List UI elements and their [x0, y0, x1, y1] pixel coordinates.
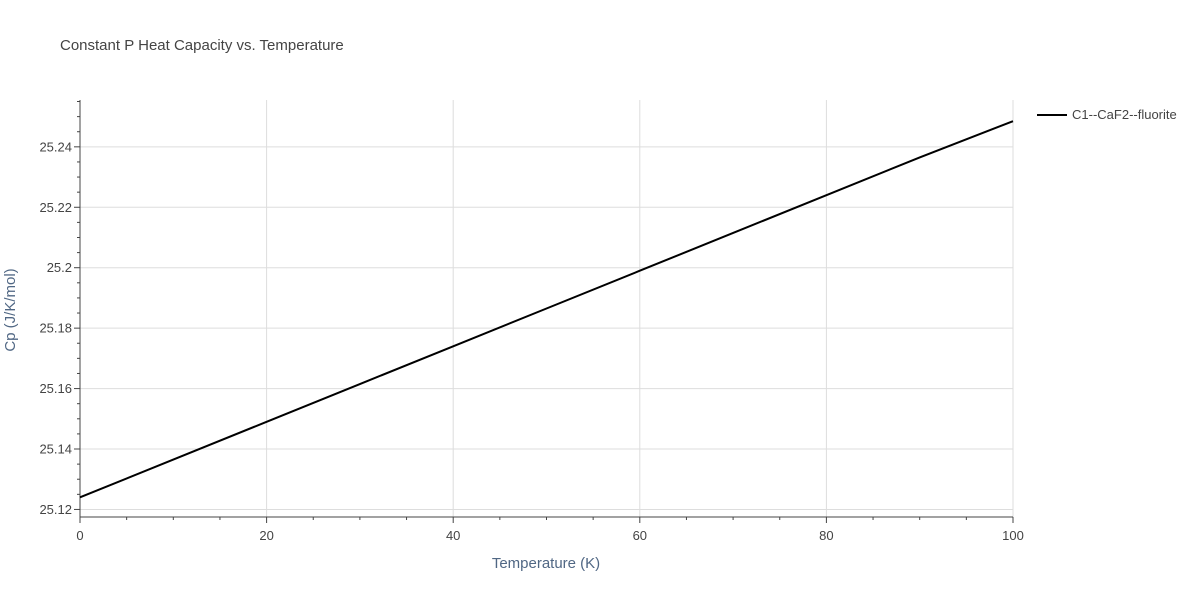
x-tick-label: 60	[633, 528, 647, 543]
y-tick-label: 25.18	[39, 321, 72, 336]
grid-lines	[80, 100, 1014, 517]
tick-labels: 0 20 40 60 80 100 25.12 25.14 25.16 25.18 25.2 25.2…	[39, 139, 1023, 543]
x-tick-label: 80	[819, 528, 833, 543]
y-axis-title: Cp (J/K/mol)	[2, 268, 19, 351]
y-tick-label: 25.24	[39, 139, 72, 154]
x-tick-label: 20	[259, 528, 273, 543]
x-tick-label: 100	[1002, 528, 1024, 543]
y-tick-label: 25.22	[39, 200, 72, 215]
y-tick-label: 25.12	[39, 502, 72, 517]
legend-label-c1-caf2-fluorite: C1--CaF2--fluorite	[1072, 107, 1177, 122]
legend[interactable]: C1--CaF2--fluorite	[1037, 107, 1177, 122]
series-lines	[79, 120, 1014, 499]
x-axis-title: Temperature (K)	[492, 555, 600, 572]
x-tick-label: 40	[446, 528, 460, 543]
y-tick-label: 25.16	[39, 381, 72, 396]
y-tick-label: 25.2	[47, 260, 72, 275]
axes	[74, 100, 1014, 523]
x-tick-label: 0	[76, 528, 83, 543]
chart-title: Constant P Heat Capacity vs. Temperature	[60, 37, 344, 54]
series-line-c1-caf2-fluorite[interactable]	[79, 120, 1014, 499]
y-tick-label: 25.14	[39, 442, 72, 457]
